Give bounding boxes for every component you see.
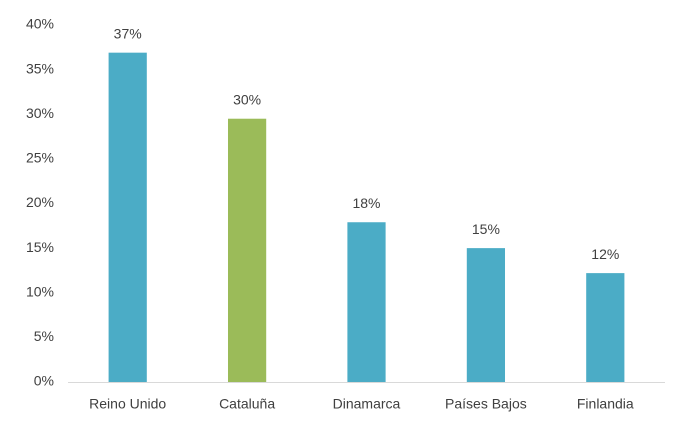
bar <box>586 273 625 382</box>
x-tick-label: Dinamarca <box>333 396 401 412</box>
bar <box>347 222 386 382</box>
data-label: 37% <box>114 25 142 41</box>
x-tick-label: Reino Unido <box>89 396 166 412</box>
data-label: 18% <box>352 195 380 211</box>
data-label: 30% <box>233 91 261 107</box>
y-tick-label: 20% <box>26 194 54 210</box>
x-tick-label: Países Bajos <box>445 396 527 412</box>
bar <box>108 52 147 382</box>
x-tick-label: Finlandia <box>577 396 634 412</box>
y-tick-label: 30% <box>26 105 54 121</box>
y-tick-label: 0% <box>34 373 54 389</box>
y-tick-label: 5% <box>34 328 54 344</box>
bar <box>466 248 506 382</box>
bar <box>227 118 267 383</box>
x-tick-label: Cataluña <box>219 396 275 412</box>
y-tick-label: 25% <box>26 150 54 166</box>
data-label: 15% <box>472 221 500 237</box>
y-tick-label: 35% <box>26 60 54 76</box>
y-tick-label: 10% <box>26 283 54 299</box>
y-tick-label: 40% <box>26 16 54 32</box>
y-tick-label: 15% <box>26 239 54 255</box>
data-label: 12% <box>591 246 619 262</box>
